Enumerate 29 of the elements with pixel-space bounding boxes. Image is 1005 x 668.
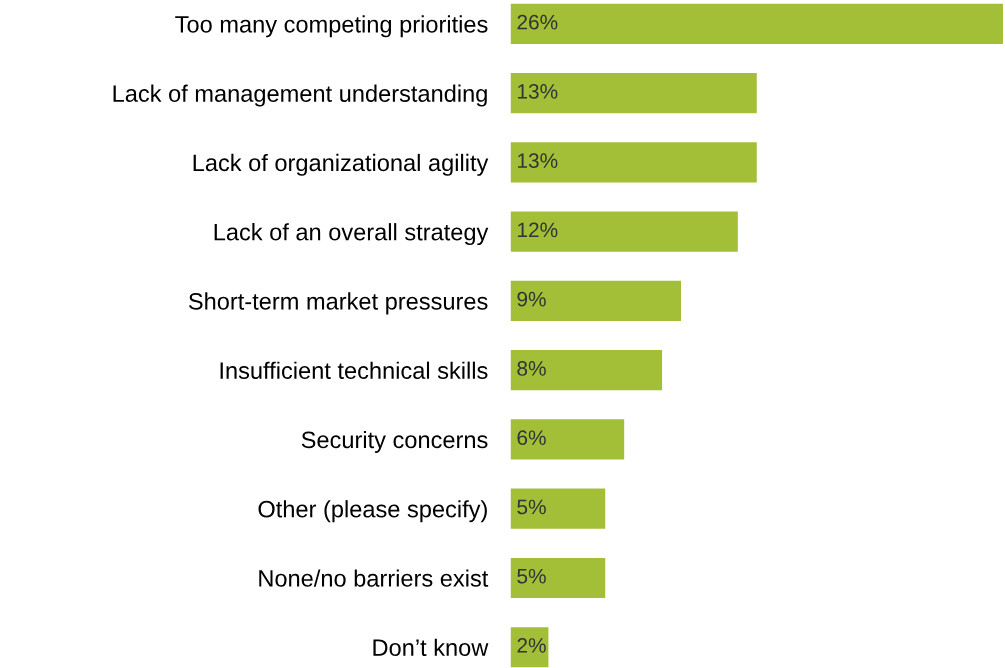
bar [510, 280, 681, 322]
y-tick-label: Other (please specify) [258, 500, 487, 523]
bar [510, 557, 606, 599]
data-label: 9% [517, 291, 546, 307]
data-label: 6% [517, 430, 546, 446]
y-tick-label: Security concerns [301, 430, 488, 453]
data-label: 26% [517, 14, 558, 30]
data-label: 13% [518, 153, 558, 168]
y-tick-label: None/no barriers exist [259, 569, 489, 587]
y-tick-label: Too many competing priorities [175, 15, 488, 38]
bar [510, 73, 757, 114]
bar [510, 211, 738, 252]
data-label: 2% [517, 638, 546, 653]
y-tick-label: Insufficient technical skills [220, 361, 488, 379]
bar [510, 142, 757, 183]
y-tick-label: Lack of management understanding [113, 84, 487, 107]
data-label: 12% [518, 222, 558, 238]
y-tick-label: Lack of organizational agility [193, 153, 489, 176]
bar [510, 3, 1003, 44]
y-tick-label: Short-term market pressures [188, 292, 488, 315]
data-label: 8% [517, 361, 546, 376]
data-label: 5% [517, 499, 546, 515]
data-label: 13% [518, 83, 558, 99]
y-tick-label: Don’t know [373, 638, 489, 657]
y-tick-label: Lack of an overall strategy [214, 223, 489, 246]
bar [510, 350, 663, 391]
bar [510, 419, 625, 460]
bar [510, 488, 606, 529]
data-label: 5% [517, 568, 546, 584]
